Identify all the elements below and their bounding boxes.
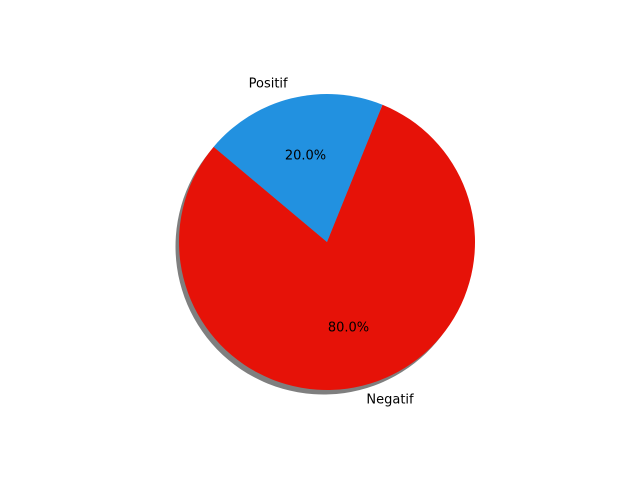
slice-label-negatif: Negatif xyxy=(366,392,414,407)
slice-label-positif: Positif xyxy=(249,77,288,92)
pie-label-layer: Negatif 80.0% Positif 20.0% xyxy=(249,77,414,408)
slice-positif xyxy=(213,94,383,242)
pie-slice-layer xyxy=(179,94,476,391)
slice-negatif xyxy=(179,104,476,391)
slice-percent-negatif: 80.0% xyxy=(328,321,369,336)
slice-percent-positif: 20.0% xyxy=(285,148,326,163)
